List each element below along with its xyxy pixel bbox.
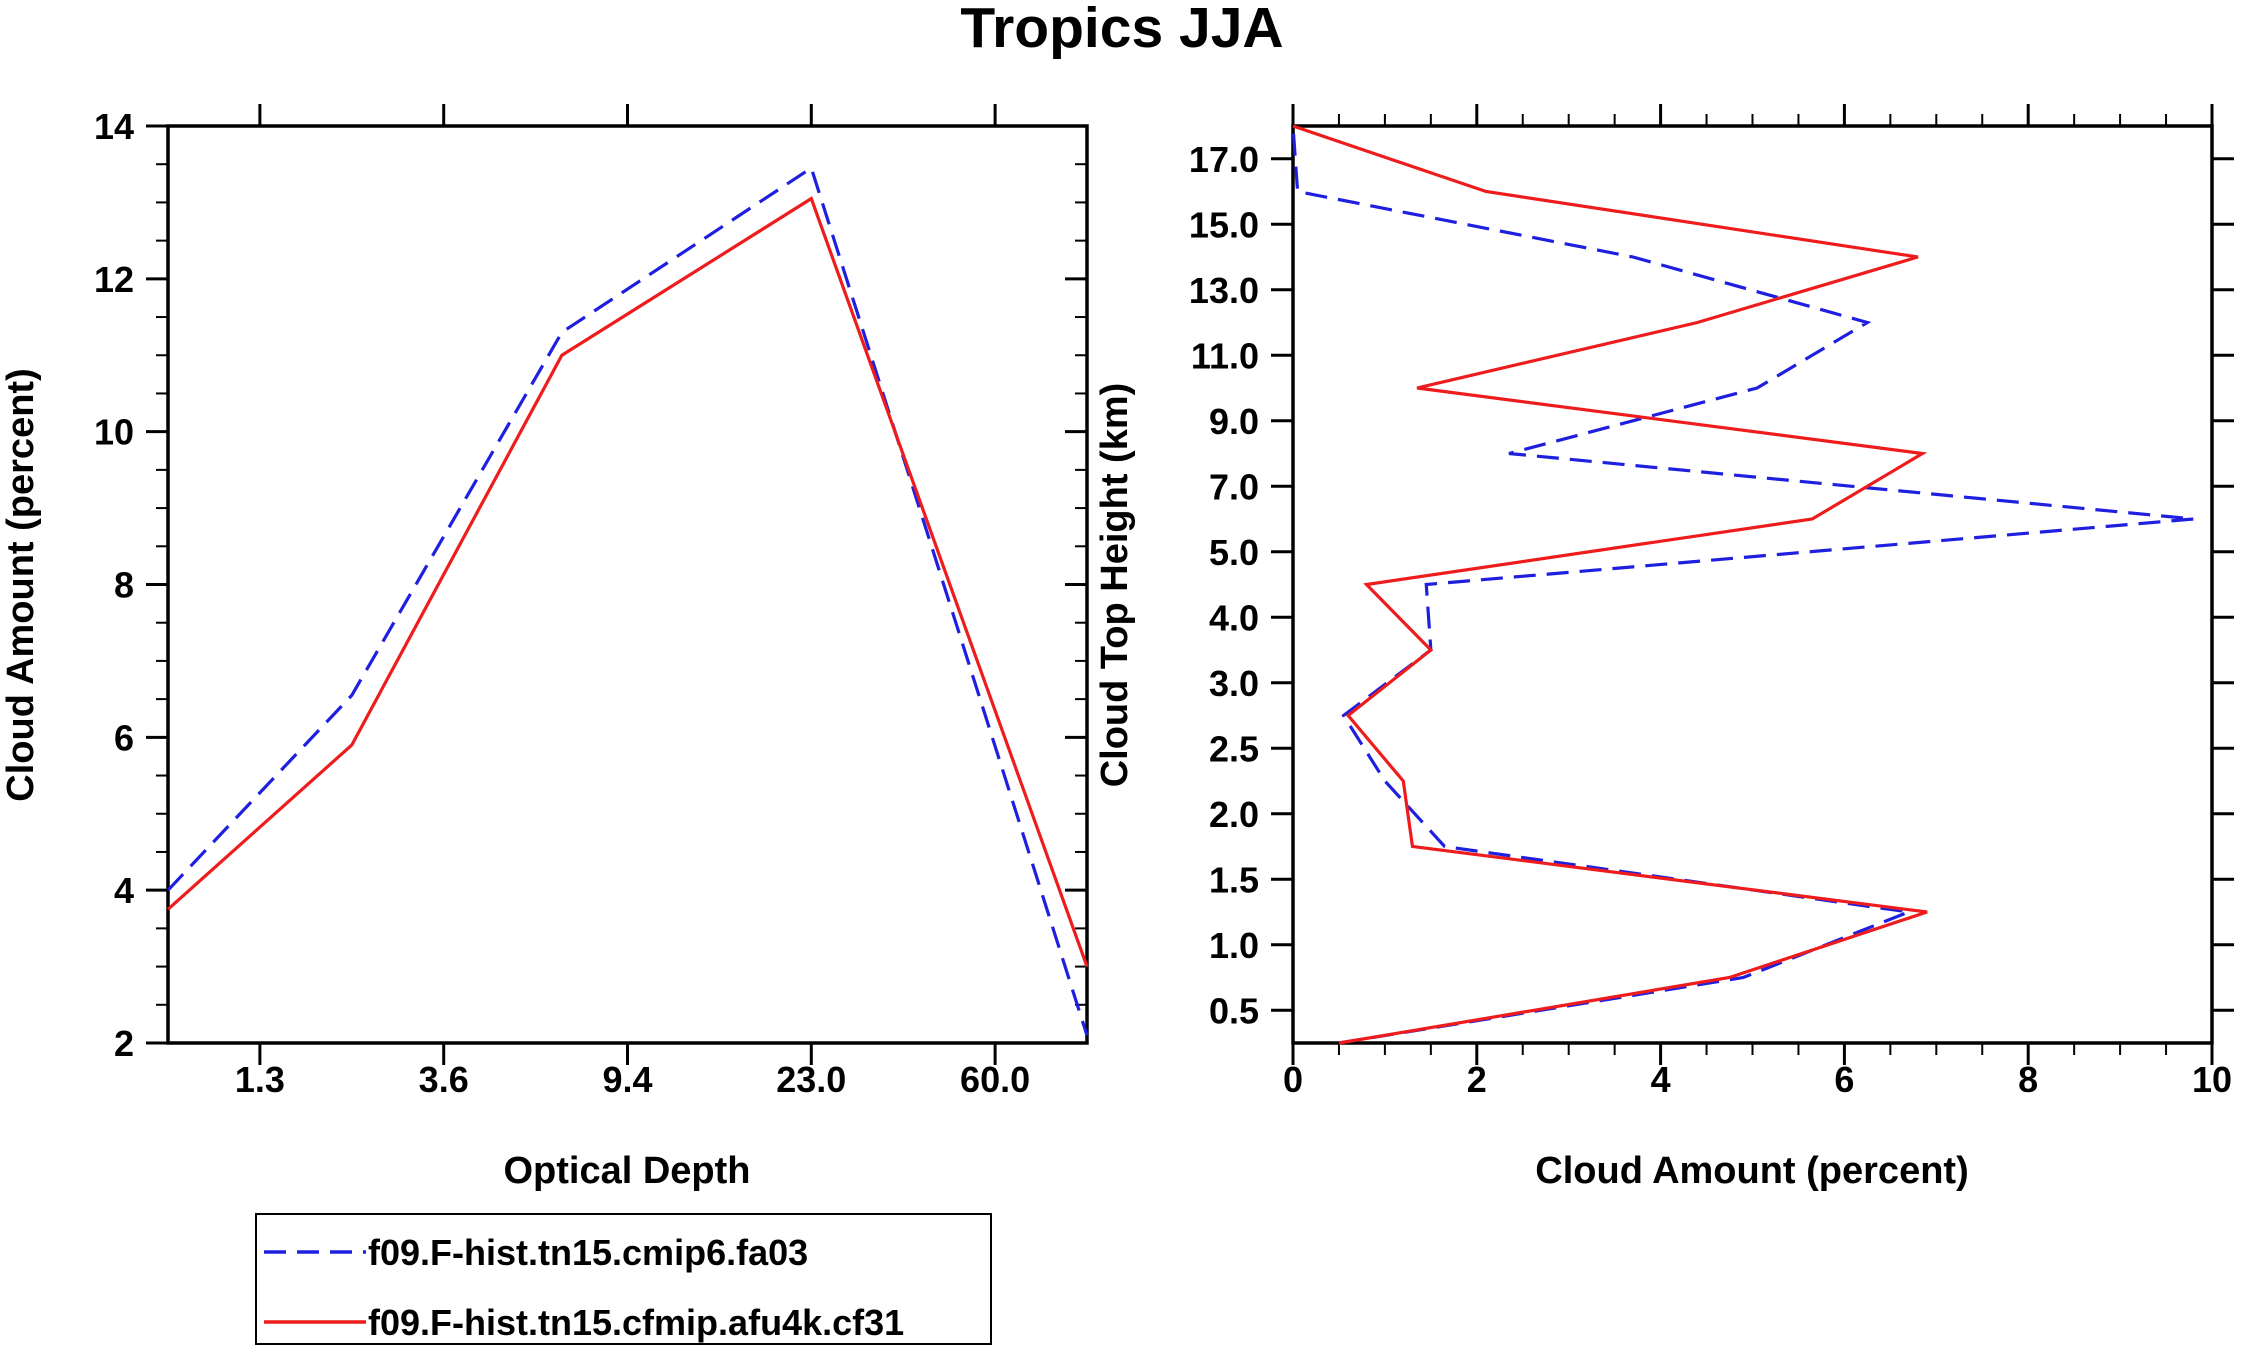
left-y-tick-label: 8 xyxy=(114,565,134,606)
left-y-tick-label: 12 xyxy=(94,259,134,300)
right-y-axis-label: Cloud Top Height (km) xyxy=(1094,383,1136,788)
right-x-axis-label: Cloud Amount (percent) xyxy=(1535,1150,1968,1192)
left-x-tick-label: 60.0 xyxy=(960,1059,1030,1100)
left-y-tick-label: 14 xyxy=(94,106,134,147)
left-y-axis-label: Cloud Amount (percent) xyxy=(0,368,42,801)
left-x-tick-label: 23.0 xyxy=(776,1059,846,1100)
right-y-tick-label: 5.0 xyxy=(1209,532,1259,573)
optical-depth-panel: 2 4 6 8 10 12 14 1.3 3.6 9.4 23.0 60.0 Optical Dept… xyxy=(0,104,1089,1192)
left-x-axis-label: Optical Depth xyxy=(503,1150,750,1192)
right-y-tick-label: 2.0 xyxy=(1209,794,1259,835)
right-y-tick-label: 2.5 xyxy=(1209,728,1259,769)
right-y-tick-label: 1.5 xyxy=(1209,859,1259,900)
right-y-tick-label: 4.0 xyxy=(1209,597,1259,638)
cloud-height-panel: 0 2 4 6 8 10 0.5 1.0 1.5 2.0 2.5 3.0 4.0 5.0 7.0 9.0 11.… xyxy=(1094,104,2234,1192)
right-y-tick-label: 9.0 xyxy=(1209,401,1259,442)
left-y-tick-label: 4 xyxy=(114,870,134,911)
right-series-line-cmip6 xyxy=(1291,125,2194,1045)
left-series-line-cfmip xyxy=(166,196,1089,968)
right-x-tick-label: 0 xyxy=(1283,1059,1303,1100)
legend-entry-1: f09.F-hist.tn15.cfmip.afu4k.cf31 xyxy=(368,1302,904,1343)
left-series-line-cmip6 xyxy=(166,165,1089,1036)
legend: f09.F-hist.tn15.cmip6.fa03 f09.F-hist.tn… xyxy=(255,1213,992,1345)
right-y-tick-label: 7.0 xyxy=(1209,466,1259,507)
right-y-tick-label: 17.0 xyxy=(1189,139,1259,180)
right-x-tick-label: 6 xyxy=(1834,1059,1854,1100)
right-y-tick-label: 11.0 xyxy=(1191,335,1259,376)
left-x-tick-label: 9.4 xyxy=(602,1059,652,1100)
right-y-tick-label: 0.5 xyxy=(1209,990,1259,1031)
right-x-tick-label: 4 xyxy=(1651,1059,1671,1100)
left-x-tick-label: 1.3 xyxy=(235,1059,285,1100)
legend-entry-0: f09.F-hist.tn15.cmip6.fa03 xyxy=(368,1232,808,1273)
right-x-tick-label: 2 xyxy=(1467,1059,1487,1100)
chart-title: Tropics JJA xyxy=(960,0,1283,60)
right-series-lines xyxy=(1291,124,2194,1045)
left-axis-ticks: 2 4 6 8 10 12 14 1.3 3.6 9.4 23.0 60.0 xyxy=(94,104,1087,1100)
left-series-lines xyxy=(166,165,1089,1036)
left-y-tick-label: 10 xyxy=(94,412,134,453)
right-x-tick-label: 10 xyxy=(2192,1059,2232,1100)
right-y-tick-label: 3.0 xyxy=(1209,663,1259,704)
left-x-tick-label: 3.6 xyxy=(419,1059,469,1100)
right-y-tick-label: 13.0 xyxy=(1189,270,1259,311)
right-axis-ticks: 0 2 4 6 8 10 0.5 1.0 1.5 2.0 2.5 3.0 4.0 5.0 7.0 9.0 11.… xyxy=(1189,104,2234,1100)
right-series-line-cfmip xyxy=(1292,124,1928,1045)
left-y-tick-label: 2 xyxy=(114,1023,134,1064)
legend-box xyxy=(255,1213,992,1345)
right-y-tick-label: 15.0 xyxy=(1189,204,1259,245)
right-x-tick-label: 8 xyxy=(2018,1059,2038,1100)
right-y-tick-label: 1.0 xyxy=(1209,925,1259,966)
left-y-tick-label: 6 xyxy=(114,717,134,758)
